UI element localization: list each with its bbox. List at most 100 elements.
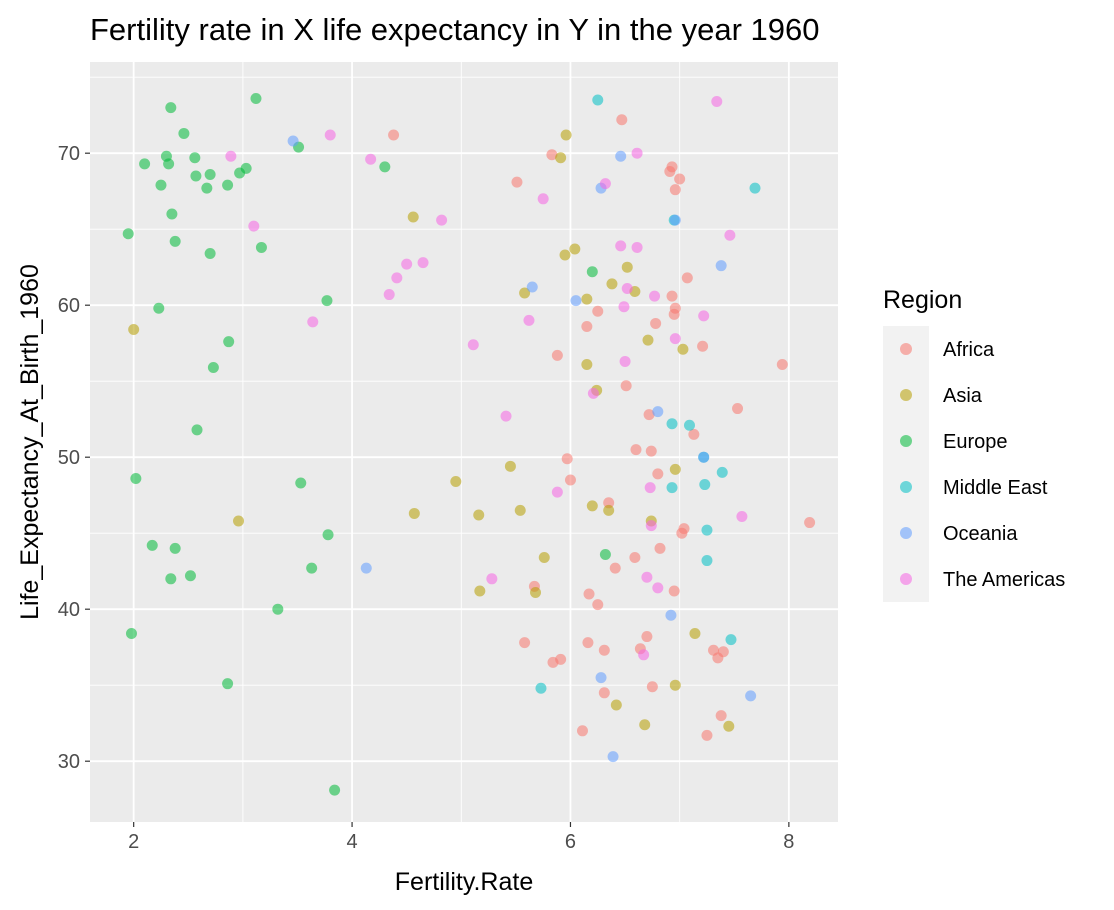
x-tick-label: 6	[565, 831, 576, 853]
point-middle-east	[535, 682, 547, 694]
y-axis-title: Life_Expectancy_At_Birth_1960	[16, 264, 44, 620]
point-the-americas	[307, 316, 319, 328]
y-tick-label: 70	[58, 143, 80, 165]
point-africa	[511, 176, 523, 188]
point-africa	[583, 588, 595, 600]
point-europe	[125, 628, 137, 640]
point-africa	[732, 403, 744, 415]
point-africa	[654, 542, 666, 554]
point-africa	[609, 562, 621, 574]
point-europe	[153, 302, 165, 314]
point-the-americas	[436, 214, 448, 226]
point-oceania	[698, 451, 710, 463]
point-africa	[598, 687, 610, 699]
x-tick-label: 8	[783, 831, 794, 853]
point-africa	[669, 184, 681, 196]
legend-key-middle-east	[900, 481, 912, 493]
point-the-americas	[615, 240, 627, 252]
point-africa	[650, 317, 662, 329]
point-africa	[598, 644, 610, 656]
point-africa	[641, 631, 653, 643]
point-the-americas	[649, 290, 661, 302]
point-africa	[551, 349, 563, 361]
point-africa	[697, 340, 709, 352]
point-the-americas	[641, 571, 653, 583]
point-europe	[163, 158, 175, 170]
point-middle-east	[716, 466, 728, 478]
legend-label-the-americas: The Americas	[943, 569, 1065, 591]
point-oceania	[745, 690, 757, 702]
legend-label-europe: Europe	[943, 431, 1008, 453]
point-the-americas	[391, 272, 403, 284]
point-the-americas	[500, 410, 512, 422]
legend-key-background	[883, 326, 929, 602]
point-africa	[666, 290, 678, 302]
point-europe	[184, 570, 196, 582]
point-asia	[606, 278, 618, 290]
point-europe	[178, 127, 190, 139]
point-middle-east	[666, 418, 678, 430]
point-africa	[645, 445, 657, 457]
point-the-americas	[537, 193, 549, 205]
point-africa	[668, 308, 680, 320]
point-oceania	[607, 751, 619, 763]
point-the-americas	[248, 220, 260, 232]
point-the-americas	[724, 229, 736, 241]
point-europe	[250, 92, 262, 104]
point-europe	[222, 678, 234, 690]
point-africa	[652, 468, 664, 480]
point-europe	[255, 241, 267, 253]
point-asia	[555, 152, 567, 164]
point-africa	[546, 149, 558, 161]
point-europe	[165, 102, 177, 114]
point-europe	[190, 170, 202, 182]
point-the-americas	[599, 178, 611, 190]
point-europe	[295, 477, 307, 489]
point-the-americas	[736, 510, 748, 522]
point-europe	[207, 362, 219, 374]
point-the-americas	[523, 314, 535, 326]
point-the-americas	[225, 150, 237, 162]
point-asia	[504, 460, 516, 472]
legend-key-europe	[900, 435, 912, 447]
point-asia	[669, 463, 681, 475]
point-middle-east	[699, 479, 711, 491]
point-oceania	[652, 406, 664, 418]
point-middle-east	[666, 482, 678, 494]
point-asia	[610, 699, 622, 711]
point-africa	[620, 380, 632, 392]
point-asia	[128, 324, 140, 336]
point-africa	[643, 409, 655, 421]
point-africa	[681, 272, 693, 284]
point-the-americas	[638, 649, 650, 661]
point-africa	[629, 552, 641, 564]
point-africa	[519, 637, 531, 649]
point-asia	[474, 585, 486, 597]
point-the-americas	[621, 282, 633, 294]
point-africa	[561, 453, 573, 465]
point-oceania	[360, 562, 372, 574]
point-asia	[581, 293, 593, 305]
legend-label-middle-east: Middle East	[943, 477, 1048, 499]
point-africa	[388, 129, 400, 141]
chart-title: Fertility rate in X life expectancy in Y…	[90, 12, 819, 47]
point-middle-east	[725, 634, 737, 646]
point-asia	[586, 500, 598, 512]
point-asia	[538, 552, 550, 564]
point-europe	[379, 161, 391, 173]
point-asia	[519, 287, 531, 299]
point-middle-east	[592, 94, 604, 106]
point-asia	[642, 334, 654, 346]
point-europe	[122, 228, 134, 240]
point-europe	[223, 336, 235, 348]
point-asia	[669, 679, 681, 691]
point-the-americas	[467, 339, 479, 351]
point-asia	[233, 515, 245, 527]
point-the-americas	[324, 129, 336, 141]
point-europe	[586, 266, 598, 278]
point-europe	[322, 529, 334, 541]
point-africa	[603, 497, 615, 509]
point-oceania	[615, 150, 627, 162]
point-europe	[222, 179, 234, 191]
